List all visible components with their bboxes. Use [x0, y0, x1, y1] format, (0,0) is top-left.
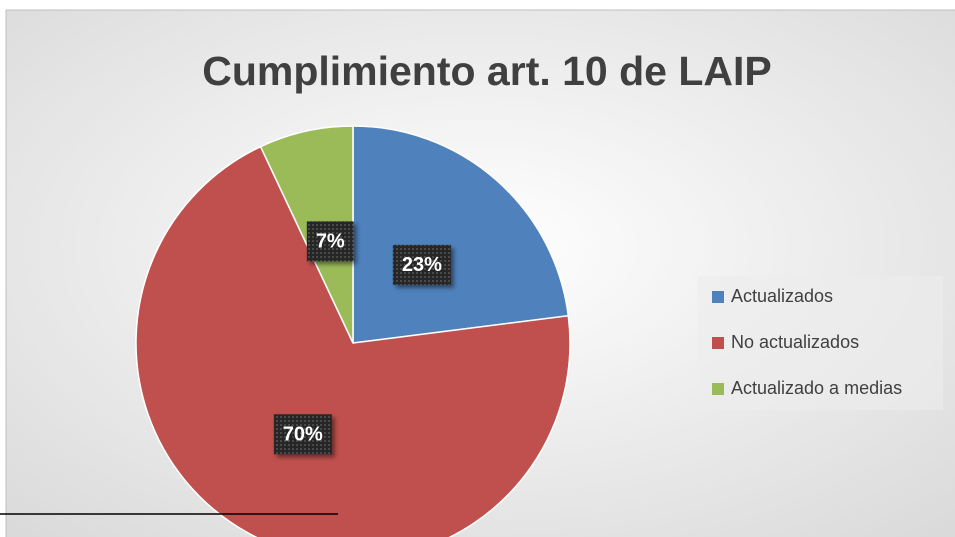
data-label-box [392, 244, 451, 285]
data-label-text: 70% [283, 424, 323, 446]
data-labels: 23% 70% 7% [273, 221, 451, 455]
legend-label: No actualizados [731, 332, 859, 352]
legend-swatch [712, 383, 724, 395]
data-label: 70% [273, 414, 332, 455]
pie [135, 125, 571, 537]
legend-swatch [712, 337, 724, 349]
legend-label: Actualizados [731, 286, 833, 306]
data-label: 23% [392, 244, 451, 285]
data-label: 7% [306, 221, 354, 262]
legend-swatch [712, 291, 724, 303]
data-label-text: 23% [402, 254, 442, 276]
legend: Actualizados No actualizados Actualizado a… [698, 276, 943, 410]
chart-title: Cumplimiento art. 10 de LAIP [202, 48, 772, 94]
data-label-box [273, 414, 332, 455]
pie-slice [135, 145, 571, 537]
data-label-box [306, 221, 354, 262]
legend-background [698, 276, 943, 410]
data-label-text: 7% [316, 231, 345, 253]
legend-label: Actualizado a medias [731, 378, 902, 398]
pie-slice [259, 125, 354, 344]
pie-slice [352, 125, 570, 344]
